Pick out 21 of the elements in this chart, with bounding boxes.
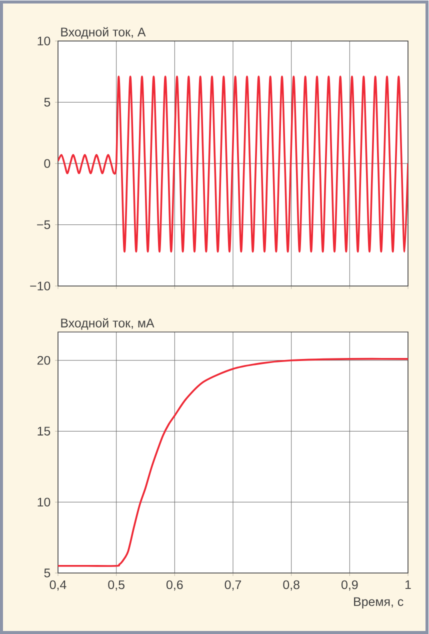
x-tick-label: 0,7 [224,580,242,591]
line-series [58,358,408,567]
y-tick-label: −10 [30,282,50,290]
y-tick-label: 20 [37,356,50,365]
x-tick-label: 0,8 [283,580,300,591]
x-tick-label: 0,6 [166,580,183,591]
y-axis-title: Входной ток, мА [61,318,154,330]
y-tick-label: 5 [44,98,50,107]
y-tick-label: 10 [38,36,50,46]
y-tick-label: 5 [44,568,50,578]
x-axis-title: Время, с [354,597,404,608]
y-tick-label: −5 [37,220,50,230]
y-axis-title: Входной ток, А [61,27,146,39]
x-tick-label: 0,5 [108,580,124,591]
y-tick-label: 0 [44,159,50,168]
line-series [58,76,408,253]
y-tick-label: 15 [38,426,50,436]
x-tick-label: 0,4 [50,580,66,591]
x-tick-label: 0,9 [341,580,358,591]
y-tick-label: 10 [38,498,50,507]
x-tick-label: 1 [405,580,411,589]
